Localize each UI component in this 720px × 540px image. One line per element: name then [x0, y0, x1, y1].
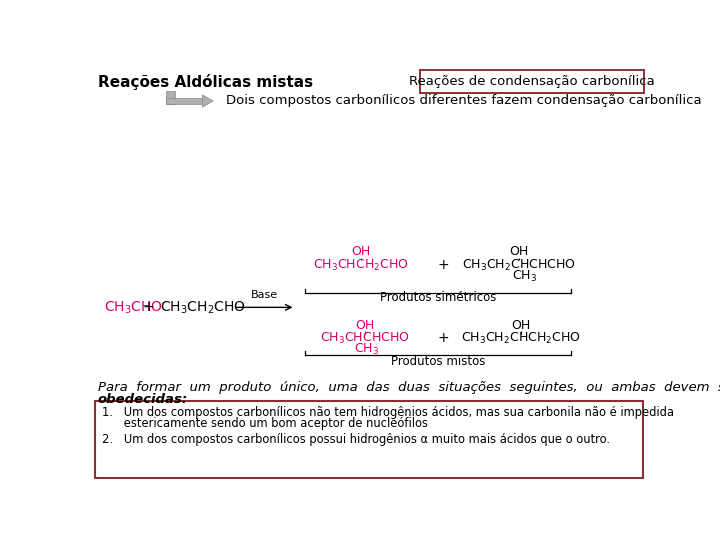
- Text: OH: OH: [356, 319, 374, 332]
- Text: +: +: [438, 331, 449, 345]
- Text: Dois compostos carbonílicos diferentes fazem condensação carbonílica: Dois compostos carbonílicos diferentes f…: [225, 94, 701, 107]
- Text: CH$_3$: CH$_3$: [354, 342, 379, 357]
- Text: CH$_3$CH$_2$CHCHCHO: CH$_3$CH$_2$CHCHCHO: [462, 258, 575, 273]
- Text: 2.   Um dos compostos carbonílicos possui hidrogênios α muito mais ácidos que o : 2. Um dos compostos carbonílicos possui …: [102, 433, 610, 446]
- Text: OH: OH: [509, 245, 528, 259]
- Text: +: +: [438, 258, 449, 272]
- Text: OH: OH: [511, 319, 531, 332]
- Text: OH: OH: [351, 245, 371, 259]
- Text: obedecidas:: obedecidas:: [98, 393, 188, 406]
- Polygon shape: [202, 95, 213, 107]
- Text: CH$_3$CHO: CH$_3$CHO: [104, 299, 163, 315]
- Text: Base: Base: [251, 289, 278, 300]
- Text: Para  formar  um  produto  único,  uma  das  duas  situações  seguintes,  ou  am: Para formar um produto único, uma das du…: [98, 381, 720, 394]
- Polygon shape: [166, 98, 202, 104]
- Text: CH$_3$CHCHCHO: CH$_3$CHCHCHO: [320, 330, 410, 346]
- Text: Reações Aldólicas mistas: Reações Aldólicas mistas: [98, 74, 313, 90]
- Text: CH$_3$: CH$_3$: [512, 269, 537, 284]
- Text: estericamente sendo um bom aceptor de nucleófilos: estericamente sendo um bom aceptor de nu…: [102, 417, 428, 430]
- Text: CH$_3$CH$_2$CHO: CH$_3$CH$_2$CHO: [160, 299, 246, 315]
- Text: CH$_3$CH$_2$CHCH$_2$CHO: CH$_3$CH$_2$CHCH$_2$CHO: [461, 330, 581, 346]
- FancyBboxPatch shape: [94, 401, 644, 478]
- Text: +: +: [143, 300, 154, 314]
- Text: Reações de condensação carbonílica: Reações de condensação carbonílica: [409, 75, 655, 88]
- FancyBboxPatch shape: [420, 70, 644, 93]
- Polygon shape: [166, 91, 175, 104]
- Text: 1.   Um dos compostos carbonílicos não tem hidrogênios ácidos, mas sua carbonila: 1. Um dos compostos carbonílicos não tem…: [102, 406, 674, 419]
- Text: Produtos mistos: Produtos mistos: [391, 355, 485, 368]
- Text: Produtos simétricos: Produtos simétricos: [379, 291, 496, 304]
- Text: CH$_3$CHCH$_2$CHO: CH$_3$CHCH$_2$CHO: [313, 258, 409, 273]
